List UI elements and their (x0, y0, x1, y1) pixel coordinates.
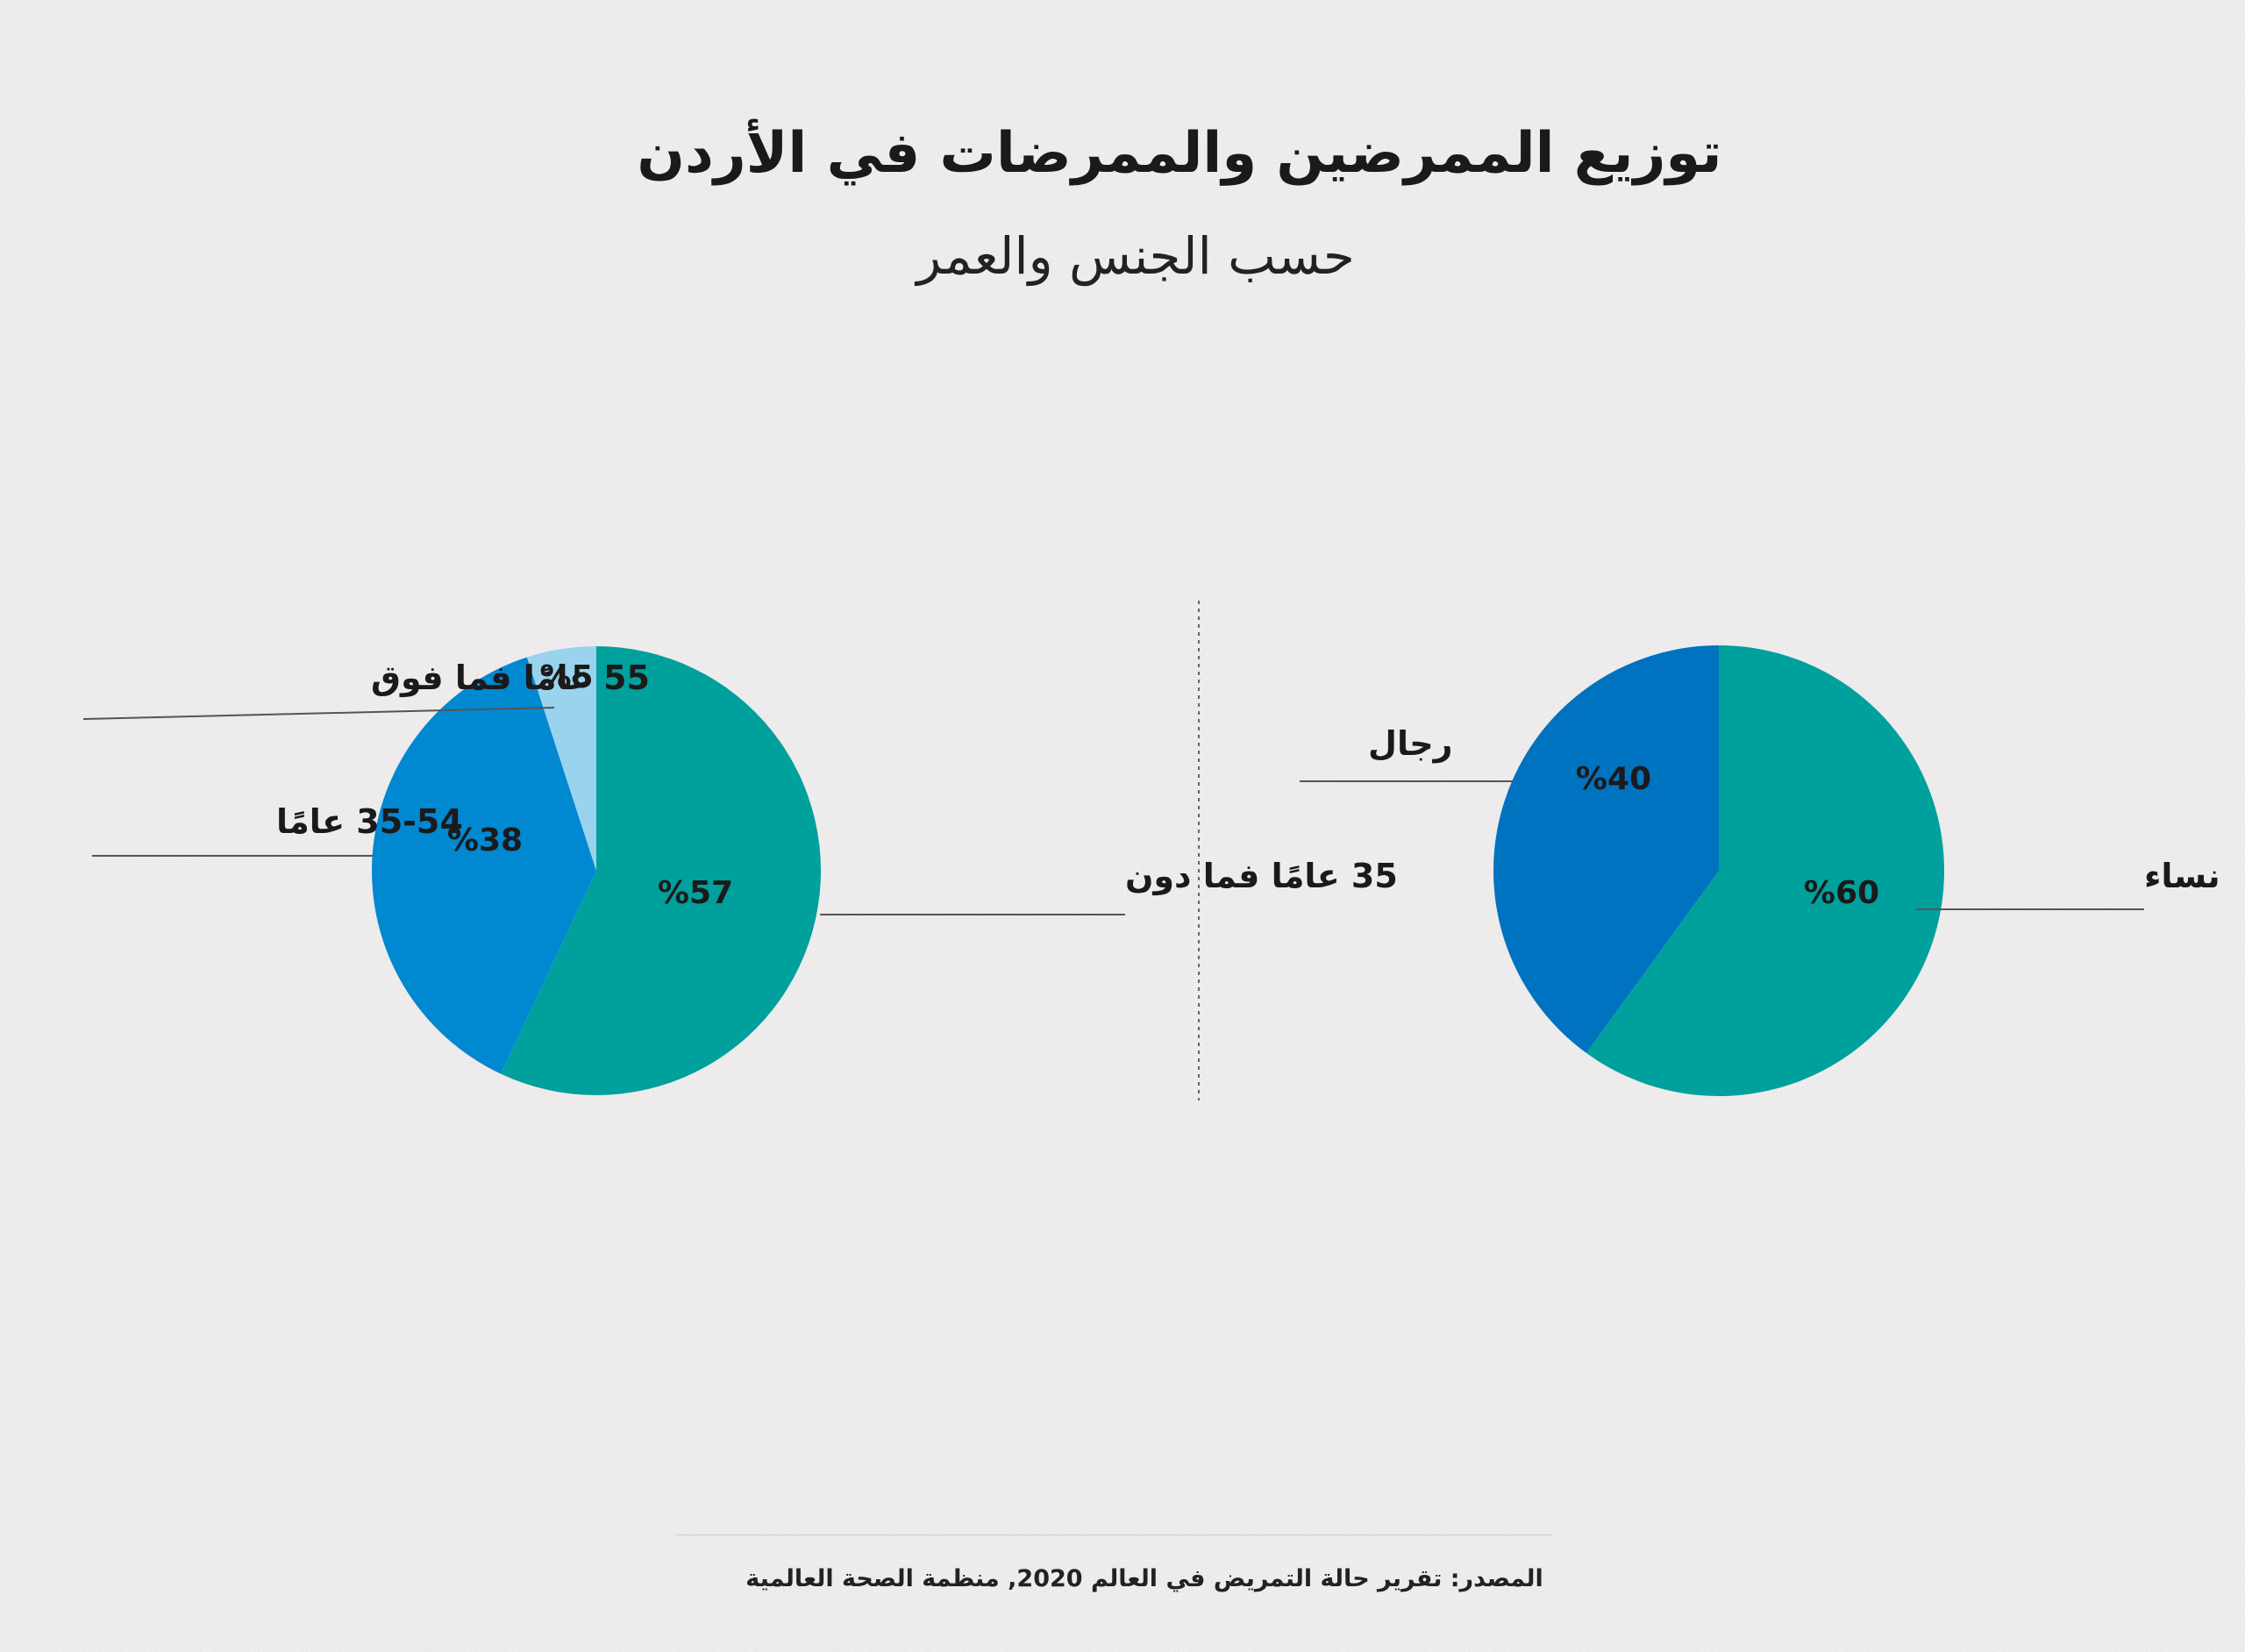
slice-value-label: %5 (539, 659, 593, 695)
slice-value-label: %38 (447, 822, 523, 858)
gender-pie-chart: %60 نساء %40 رجال (1300, 645, 2220, 1096)
slice-value-label: %40 (1576, 761, 1651, 797)
slice-value-label: %57 (658, 875, 733, 911)
pie-slice (1586, 645, 1944, 1096)
pie-slice (501, 646, 821, 1095)
slice-category-label: رجال (1368, 724, 1453, 763)
pie-slice (371, 657, 596, 1074)
slice-category-label: 35 عامًا فما دون (1125, 857, 1398, 896)
slice-category-label: 55 عامًا فما فوق (371, 659, 650, 697)
pie-slice (526, 646, 596, 871)
slice-category-label: نساء (2144, 857, 2220, 895)
leader-line (82, 707, 555, 720)
slice-value-label: %60 (1804, 875, 1879, 911)
source-note: المصدر: تقرير حالة التمريض في العالم 202… (745, 1565, 1543, 1592)
page-title: توزيع الممرضين والممرضات في الأردن (637, 121, 1722, 186)
pie-slice (1493, 645, 1719, 1053)
page-subtitle: حسب الجنس والعمر (916, 226, 1355, 286)
slice-category-label: 35-54 عامًا (276, 802, 463, 841)
